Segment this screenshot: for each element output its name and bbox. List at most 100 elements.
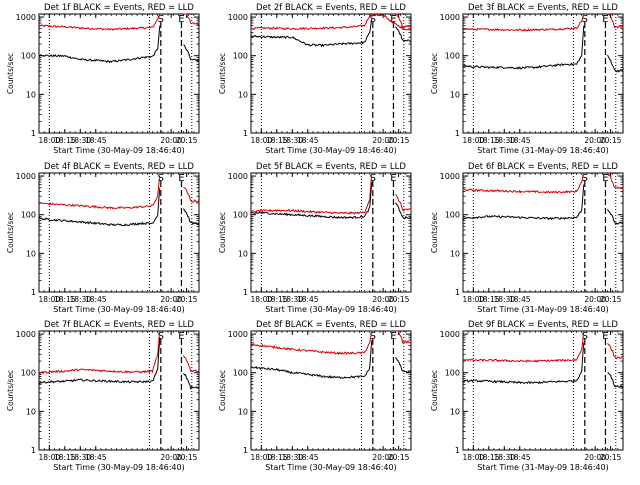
series-black-line <box>250 18 373 48</box>
x-axis-label: Start Time (30-May-09 18:46:40) <box>53 146 184 155</box>
y-tick-label: 100 <box>445 369 460 378</box>
x-tick-label: 20:00 <box>160 453 182 462</box>
y-tick-label: 1 <box>243 129 248 138</box>
x-tick-label: 20:00 <box>372 295 394 304</box>
y-tick-label: 100 <box>233 369 248 378</box>
x-tick-label: 20:15 <box>176 453 198 462</box>
plot-frame <box>250 330 412 451</box>
panel-title: Det 7f BLACK = Events, RED = LLD <box>44 320 194 330</box>
y-tick-label: 1 <box>455 129 460 138</box>
event-marker-e: E <box>602 331 608 342</box>
y-tick-label: 100 <box>445 211 460 220</box>
x-tick-label: 18:45 <box>85 136 107 145</box>
y-axis-label: Counts/sec <box>430 212 439 253</box>
x-tick-label: 20:15 <box>388 295 410 304</box>
x-tick-label: 18:00 <box>251 295 273 304</box>
x-tick-label: 18:00 <box>463 295 485 304</box>
plot-frame <box>462 330 624 451</box>
series-red-tail <box>183 187 200 203</box>
series-red-line <box>38 176 161 210</box>
series-red-line <box>250 13 412 31</box>
y-tick-label: 10 <box>238 249 248 258</box>
event-marker-e: E <box>178 173 184 184</box>
x-tick-label: 20:15 <box>176 136 198 145</box>
series-black-line <box>38 187 161 227</box>
series-red-line <box>250 173 373 215</box>
series-red-tail <box>183 13 200 26</box>
x-tick-label: 20:15 <box>600 453 622 462</box>
series-red-tail <box>395 193 412 212</box>
x-tick-label: 18:45 <box>509 136 531 145</box>
y-tick-label: 1000 <box>440 13 460 22</box>
y-tick-label: 1 <box>31 288 36 297</box>
y-tick-label: 100 <box>21 211 36 220</box>
y-tick-label: 1000 <box>16 172 36 181</box>
series-black-tail <box>183 373 200 390</box>
event-marker-s: S <box>370 173 376 184</box>
y-tick-label: 1000 <box>440 330 460 339</box>
panel-title: Det 3f BLACK = Events, RED = LLD <box>468 3 618 13</box>
series-red-line <box>39 331 161 375</box>
x-tick-label: 18:15 <box>478 453 500 462</box>
x-tick-label: 20:15 <box>388 136 410 145</box>
y-tick-label: 100 <box>21 369 36 378</box>
x-tick-label: 20:00 <box>584 295 606 304</box>
y-tick-label: 10 <box>26 407 36 416</box>
x-tick-label: 18:30 <box>69 295 91 304</box>
y-tick-label: 100 <box>233 211 248 220</box>
y-tick-label: 100 <box>233 52 248 61</box>
x-tick-label: 18:45 <box>297 295 319 304</box>
event-marker-s: S <box>582 331 588 342</box>
y-axis-label: Counts/sec <box>218 212 227 253</box>
x-tick-label: 18:15 <box>54 295 76 304</box>
y-tick-label: 1 <box>31 129 36 138</box>
plot-frame <box>38 330 200 451</box>
x-tick-label: 18:15 <box>478 136 500 145</box>
x-tick-label: 18:30 <box>281 136 303 145</box>
series-black-tail <box>607 54 624 73</box>
series-black-line <box>250 339 373 379</box>
series-red-tail <box>395 330 412 344</box>
x-tick-label: 18:00 <box>39 453 61 462</box>
x-tick-label: 20:00 <box>584 136 606 145</box>
event-marker-e: E <box>390 14 396 25</box>
y-tick-label: 100 <box>21 52 36 61</box>
series-black-tail <box>395 357 412 374</box>
series-red-line <box>463 173 585 194</box>
plot-frame <box>38 172 200 293</box>
event-marker-s: S <box>370 14 376 25</box>
x-tick-label: 20:00 <box>584 453 606 462</box>
plot-frame <box>38 13 200 134</box>
x-tick-label: 18:15 <box>266 295 288 304</box>
plot-frame <box>250 172 412 293</box>
event-marker-e: E <box>602 173 608 184</box>
x-tick-label: 18:45 <box>297 136 319 145</box>
series-black-line <box>38 337 161 385</box>
x-tick-label: 18:30 <box>281 453 303 462</box>
y-tick-label: 10 <box>26 90 36 99</box>
y-tick-label: 10 <box>238 90 248 99</box>
x-tick-label: 18:45 <box>297 453 319 462</box>
x-axis-label: Start Time (30-May-09 18:46:40) <box>53 305 184 314</box>
series-black-tail <box>395 26 412 43</box>
panel-title: Det 6f BLACK = Events, RED = LLD <box>468 162 618 172</box>
event-marker-e: E <box>178 331 184 342</box>
x-tick-label: 18:15 <box>266 136 288 145</box>
series-black-tail <box>183 208 200 226</box>
x-tick-label: 18:30 <box>69 453 91 462</box>
series-black-tail <box>183 44 200 62</box>
y-axis-label: Counts/sec <box>218 53 227 94</box>
x-tick-label: 20:00 <box>372 136 394 145</box>
event-marker-e: E <box>178 14 184 25</box>
x-tick-label: 20:15 <box>388 453 410 462</box>
x-tick-label: 20:15 <box>600 295 622 304</box>
event-marker-s: S <box>158 331 164 342</box>
y-axis-label: Counts/sec <box>6 53 15 94</box>
y-axis-label: Counts/sec <box>218 370 227 411</box>
panel-title: Det 5f BLACK = Events, RED = LLD <box>256 162 406 172</box>
x-tick-label: 20:00 <box>372 453 394 462</box>
series-red-line <box>462 331 585 363</box>
series-black-tail <box>607 208 624 225</box>
x-tick-label: 18:45 <box>85 453 107 462</box>
